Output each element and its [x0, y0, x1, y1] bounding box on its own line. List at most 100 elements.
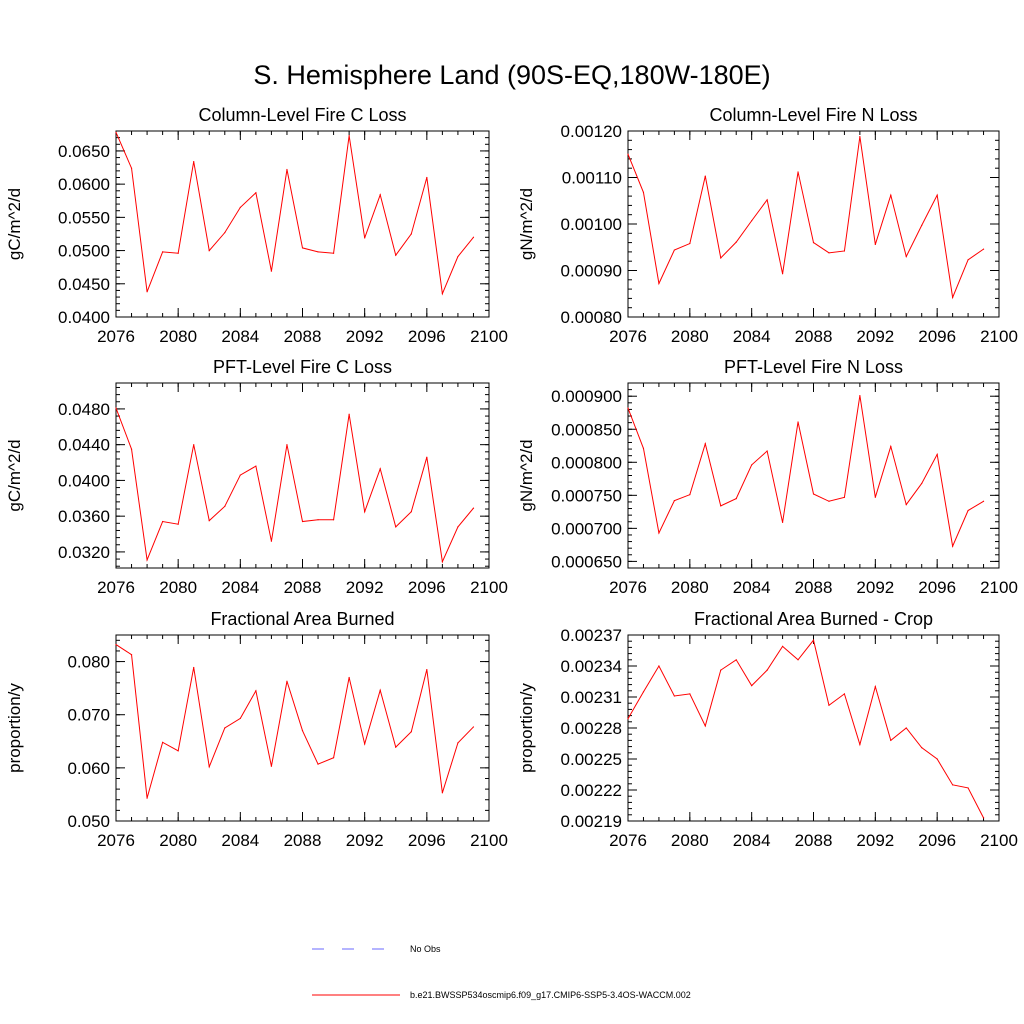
data-point — [952, 784, 954, 786]
data-point — [781, 273, 784, 275]
data-point — [890, 739, 892, 742]
data-point — [720, 669, 722, 671]
x-tick-label: 2084 — [733, 327, 771, 346]
y-tick-label: 0.00222 — [561, 781, 622, 800]
data-point — [208, 766, 210, 768]
data-point — [146, 291, 148, 293]
data-point — [410, 731, 412, 733]
data-point — [146, 559, 148, 561]
data-point — [689, 693, 691, 695]
data-point — [472, 507, 475, 509]
data-point — [317, 519, 319, 521]
x-tick-label: 2096 — [918, 831, 956, 850]
data-point — [301, 247, 304, 249]
x-tick-label: 2084 — [733, 831, 771, 850]
y-tick-label: 0.0650 — [58, 142, 110, 161]
data-point — [472, 726, 475, 728]
data-point — [379, 468, 381, 470]
data-point — [162, 520, 164, 523]
data-point — [905, 727, 907, 729]
data-point — [936, 194, 938, 196]
data-point — [426, 668, 428, 671]
x-tick-label: 2084 — [733, 578, 771, 597]
data-point — [224, 232, 226, 234]
data-point — [364, 237, 366, 239]
x-tick-label: 2096 — [408, 578, 446, 597]
data-point — [208, 520, 210, 522]
data-point — [673, 500, 675, 502]
data-point — [673, 249, 675, 251]
data-point — [115, 407, 117, 409]
data-point — [843, 496, 846, 498]
x-tick-label: 2080 — [671, 327, 709, 346]
y-tick-label: 0.000850 — [551, 420, 622, 439]
x-tick-label: 2092 — [346, 831, 384, 850]
panel-title: PFT-Level Fire N Loss — [724, 357, 903, 377]
data-point — [193, 160, 195, 163]
x-tick-label: 2084 — [221, 831, 259, 850]
data-point — [781, 645, 784, 647]
plot-frame — [627, 130, 1000, 318]
data-point — [704, 175, 706, 177]
data-point — [239, 474, 241, 476]
data-point — [982, 500, 985, 502]
data-point — [177, 523, 179, 525]
y-tick-label: 0.0480 — [58, 400, 110, 419]
data-point — [797, 421, 799, 423]
data-point — [270, 270, 273, 272]
y-tick-label: 0.00090 — [561, 262, 622, 281]
plot-frame — [115, 382, 490, 569]
x-tick-label: 2088 — [284, 327, 322, 346]
data-point — [720, 505, 722, 507]
data-point — [673, 695, 675, 697]
data-point — [720, 257, 722, 259]
data-point — [457, 526, 459, 528]
data-point — [766, 199, 768, 201]
data-point — [967, 509, 969, 512]
data-point — [642, 191, 645, 193]
chart-panel: Fractional Area Burned 2076 2080 2084 2088 20… — [5, 609, 508, 850]
data-point — [704, 725, 706, 727]
x-tick-label: 2084 — [221, 578, 259, 597]
y-tick-label: 0.00219 — [561, 812, 622, 831]
y-axis-label: proportion/y — [517, 683, 536, 773]
panel-title: PFT-Level Fire C Loss — [213, 357, 392, 377]
y-tick-label: 0.0440 — [58, 436, 110, 455]
series-line — [115, 644, 474, 799]
x-tick-label: 2096 — [918, 578, 956, 597]
x-tick-label: 2088 — [284, 578, 322, 597]
data-point — [130, 448, 133, 450]
series-line — [627, 395, 984, 548]
x-tick-label: 2080 — [671, 831, 709, 850]
data-point — [426, 176, 428, 179]
x-tick-label: 2084 — [221, 327, 259, 346]
data-point — [177, 750, 179, 752]
data-point — [843, 693, 846, 695]
y-tick-label: 0.00237 — [561, 626, 622, 645]
data-point — [395, 746, 397, 748]
data-point — [395, 254, 397, 256]
x-tick-label: 2100 — [980, 831, 1018, 850]
legend-obs-label: No Obs — [410, 944, 441, 954]
data-point — [812, 639, 815, 641]
chart-panel: Column-Level Fire N Loss 2076 2080 2084 2088… — [517, 105, 1018, 346]
y-axis-label: gC/m^2/d — [5, 439, 24, 511]
legend-model-label: b.e21.BWSSP534oscmip6.f09_g17.CMIP6-SSP5… — [410, 990, 691, 1000]
y-tick-label: 0.000900 — [551, 387, 622, 406]
data-point — [781, 521, 784, 524]
panels: Column-Level Fire C Loss 2076 2080 2084 2088… — [5, 105, 1018, 850]
data-point — [332, 519, 335, 521]
x-tick-label: 2092 — [856, 831, 894, 850]
data-point — [270, 765, 273, 767]
x-tick-label: 2080 — [671, 578, 709, 597]
data-point — [766, 669, 768, 671]
y-tick-label: 0.0400 — [58, 471, 110, 490]
data-point — [255, 690, 257, 692]
y-tick-label: 0.00100 — [561, 215, 622, 234]
data-point — [177, 252, 179, 254]
data-point — [627, 407, 629, 409]
y-tick-label: 0.0450 — [58, 275, 110, 294]
series-line — [115, 132, 474, 296]
data-point — [317, 251, 319, 253]
